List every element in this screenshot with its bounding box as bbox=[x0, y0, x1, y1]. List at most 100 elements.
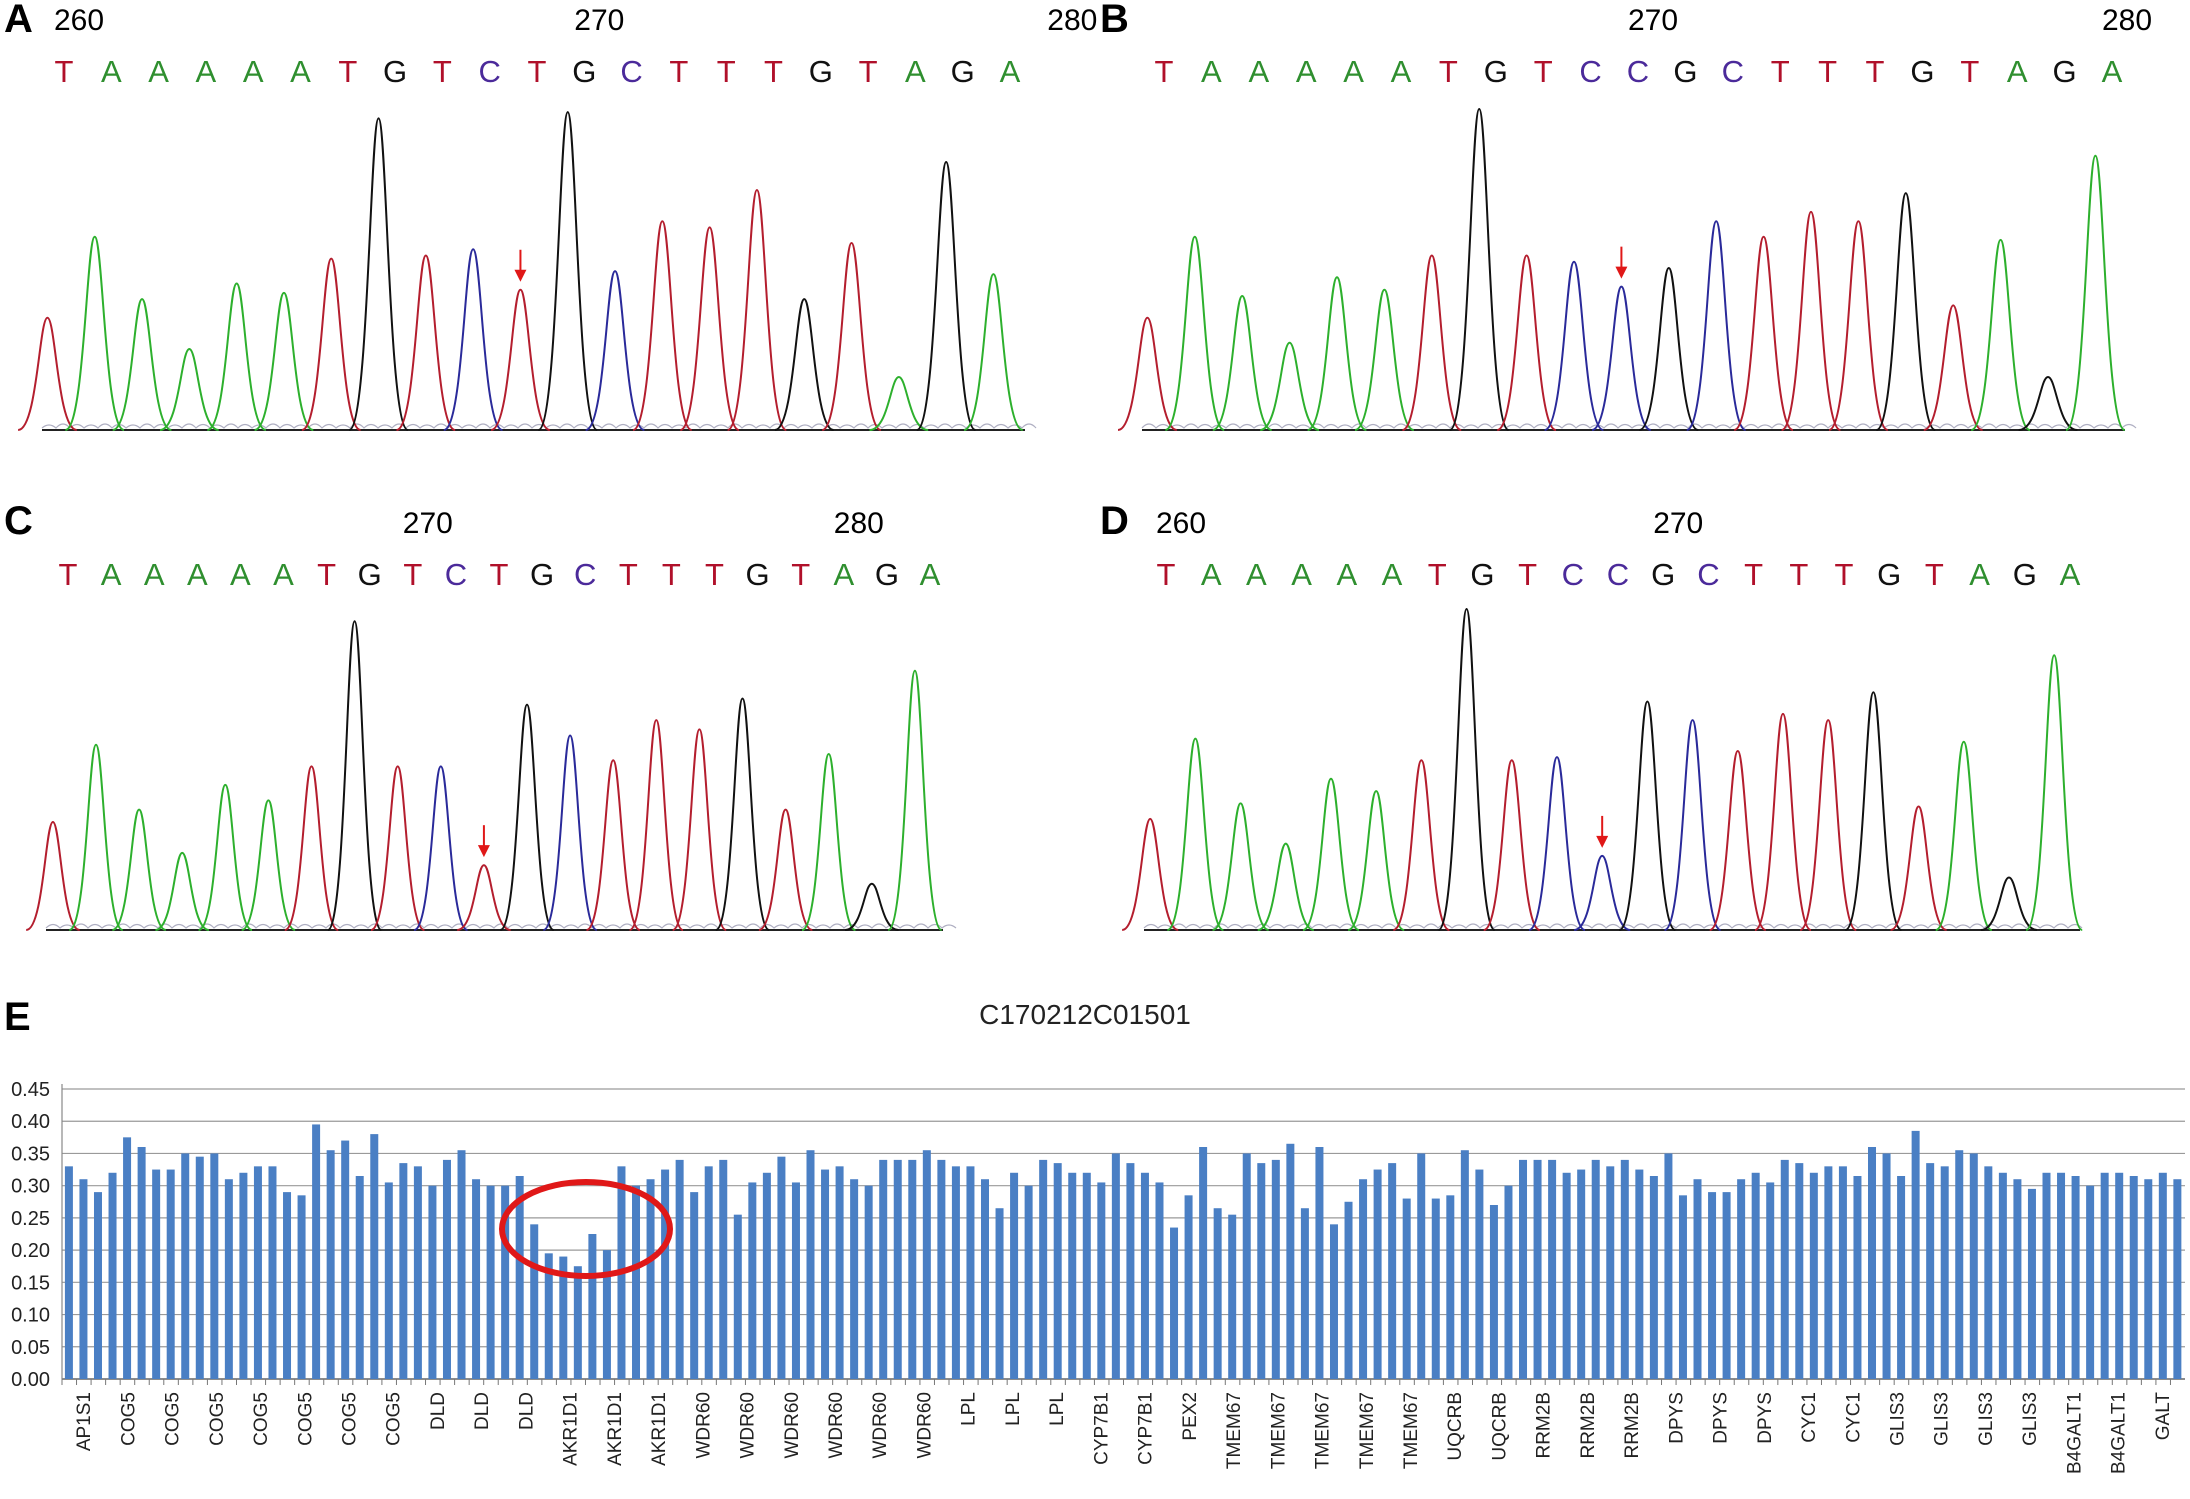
trace-peak bbox=[1437, 607, 1496, 931]
base-letter: A bbox=[920, 557, 941, 592]
trace-peak bbox=[64, 235, 125, 431]
trace-peak bbox=[159, 347, 219, 431]
bar bbox=[1591, 1159, 1600, 1379]
base-letter: G bbox=[1673, 54, 1697, 89]
bar bbox=[1475, 1169, 1484, 1379]
base-letter: A bbox=[905, 54, 926, 89]
x-category-label: B4GALT1 bbox=[2109, 1392, 2130, 1474]
base-letter: T bbox=[338, 54, 357, 89]
bar bbox=[1213, 1208, 1222, 1379]
chart-title: C170212C01501 bbox=[979, 999, 1191, 1030]
bar bbox=[966, 1166, 975, 1379]
bar bbox=[137, 1147, 146, 1379]
position-label: 270 bbox=[1628, 4, 1678, 37]
bar bbox=[428, 1185, 437, 1379]
x-category-label: DPYS bbox=[1711, 1392, 1732, 1444]
base-letter: T bbox=[490, 557, 509, 592]
x-category-label: COG5 bbox=[295, 1392, 316, 1446]
trace-peak bbox=[1448, 108, 1510, 431]
base-letter: T bbox=[1744, 557, 1763, 592]
bar bbox=[980, 1179, 989, 1379]
trace-peak bbox=[1257, 842, 1315, 931]
x-category-label: TMEM67 bbox=[1357, 1392, 1378, 1469]
bar bbox=[1737, 1179, 1746, 1379]
base-letter: A bbox=[1382, 557, 1403, 592]
x-category-label: WDR60 bbox=[738, 1392, 759, 1459]
bar bbox=[181, 1153, 190, 1379]
bar bbox=[2100, 1172, 2109, 1379]
bar bbox=[1795, 1163, 1804, 1379]
x-category-label: COG5 bbox=[384, 1392, 405, 1446]
y-tick-label: 0.00 bbox=[11, 1369, 50, 1391]
trace-peak bbox=[758, 808, 813, 931]
bar bbox=[64, 1166, 73, 1379]
y-tick-label: 0.45 bbox=[11, 1079, 50, 1101]
trace-peak bbox=[254, 291, 314, 431]
base-letter: A bbox=[273, 557, 294, 592]
base-letter: A bbox=[1246, 557, 1267, 592]
x-category-label: LPL bbox=[1047, 1392, 1068, 1426]
base-letter: A bbox=[144, 557, 165, 592]
arrow-head bbox=[1596, 835, 1609, 848]
trace-peak bbox=[1828, 220, 1889, 431]
base-letter: T bbox=[317, 557, 336, 592]
position-label: 270 bbox=[574, 4, 624, 37]
bar bbox=[995, 1208, 1004, 1379]
bar bbox=[2173, 1179, 2182, 1379]
trace-peak bbox=[1121, 817, 1179, 931]
position-label: 270 bbox=[1653, 507, 1703, 540]
base-letter: G bbox=[951, 54, 975, 89]
base-letter: A bbox=[1969, 557, 1990, 592]
trace-peak bbox=[17, 316, 78, 431]
bar bbox=[777, 1156, 786, 1379]
base-letter: T bbox=[1866, 54, 1885, 89]
bar bbox=[195, 1156, 204, 1379]
bar bbox=[1969, 1153, 1978, 1379]
base-letter: T bbox=[1428, 557, 1447, 592]
bar bbox=[733, 1214, 742, 1379]
bar bbox=[1635, 1169, 1644, 1379]
bar bbox=[1126, 1163, 1135, 1379]
panel-letter-e: E bbox=[4, 995, 31, 1039]
bar bbox=[675, 1159, 684, 1379]
base-letter: T bbox=[1960, 54, 1979, 89]
bar bbox=[1402, 1198, 1411, 1379]
position-label: 260 bbox=[1156, 507, 1206, 540]
bar bbox=[501, 1185, 510, 1379]
x-category-label: TMEM67 bbox=[1224, 1392, 1245, 1469]
base-letter: T bbox=[1518, 557, 1537, 592]
base-letter: A bbox=[1000, 54, 1021, 89]
base-letter: T bbox=[403, 557, 422, 592]
y-tick-label: 0.40 bbox=[11, 1111, 50, 1133]
trace-peak bbox=[1544, 260, 1604, 431]
bar bbox=[602, 1250, 611, 1379]
bar bbox=[719, 1159, 728, 1379]
bar bbox=[1170, 1227, 1179, 1379]
trace-peak bbox=[1686, 220, 1747, 431]
base-letter: T bbox=[528, 54, 547, 89]
base-letter: A bbox=[1336, 557, 1357, 592]
bar bbox=[1853, 1176, 1862, 1379]
bar bbox=[1199, 1147, 1208, 1379]
bar bbox=[2042, 1172, 2051, 1379]
trace-peak bbox=[1573, 854, 1631, 931]
bar bbox=[210, 1153, 219, 1379]
base-letter: G bbox=[875, 557, 899, 592]
y-tick-label: 0.35 bbox=[11, 1143, 50, 1165]
trace-peak bbox=[869, 376, 929, 431]
base-letter: T bbox=[859, 54, 878, 89]
x-category-label: DLD bbox=[516, 1392, 537, 1430]
x-category-label: WDR60 bbox=[914, 1392, 935, 1459]
bar bbox=[646, 1179, 655, 1379]
trace-peak bbox=[370, 765, 425, 931]
bar bbox=[2027, 1188, 2036, 1379]
base-letter: T bbox=[59, 557, 78, 592]
trace-noise bbox=[45, 923, 957, 929]
bar bbox=[908, 1159, 917, 1379]
x-category-label: RRM2B bbox=[1622, 1392, 1643, 1459]
bar bbox=[1897, 1176, 1906, 1379]
trace-peak bbox=[1528, 756, 1586, 931]
bar bbox=[341, 1140, 350, 1379]
